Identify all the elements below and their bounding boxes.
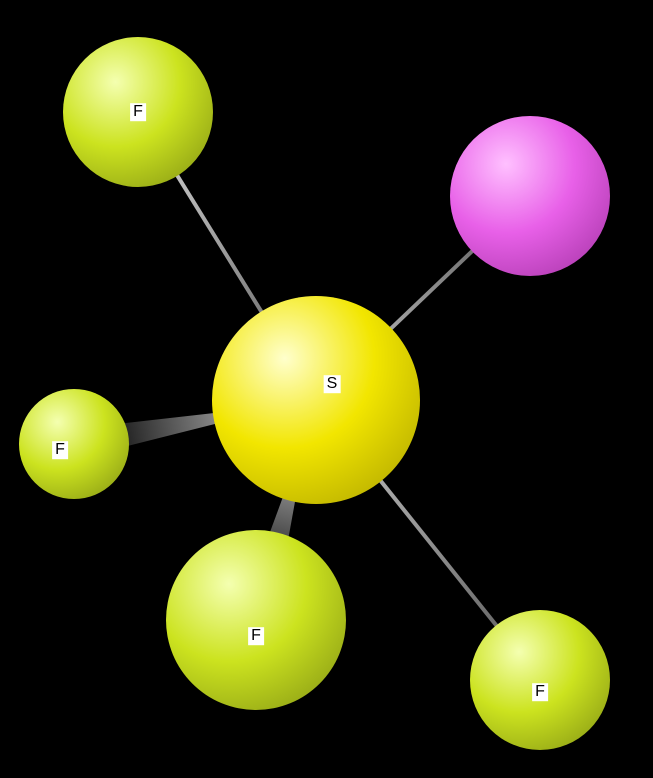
atom-s xyxy=(212,296,420,504)
atom-label-f3: F xyxy=(248,627,264,645)
molecule-diagram: S F F F F xyxy=(0,0,653,778)
atom-label-f1: F xyxy=(130,103,146,121)
atom-f4 xyxy=(470,610,610,750)
atom-label-f4: F xyxy=(532,683,548,701)
atom-lp xyxy=(450,116,610,276)
atom-label-f2: F xyxy=(52,441,68,459)
atom-f2 xyxy=(19,389,129,499)
atom-f3 xyxy=(166,530,346,710)
atom-label-s: S xyxy=(324,375,341,393)
